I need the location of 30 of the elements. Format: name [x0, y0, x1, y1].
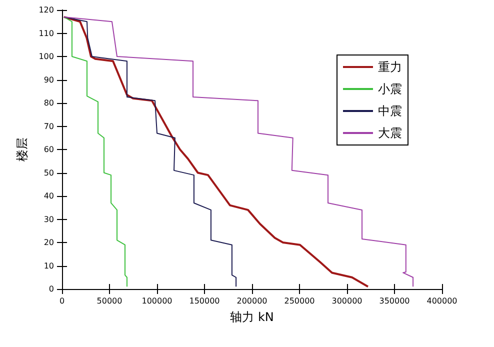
- y-tick-label: 80: [44, 98, 54, 108]
- x-tick-label: 200000: [236, 296, 268, 306]
- x-tick-label: 250000: [284, 296, 315, 306]
- line-series: [63, 16, 237, 288]
- y-tick-label: 100: [38, 52, 54, 61]
- y-tick-label: 20: [44, 238, 54, 247]
- legend-label: 小震: [378, 82, 402, 96]
- x-tick-label: 150000: [189, 296, 220, 306]
- legend-label: 大震: [378, 126, 402, 140]
- y-axis-title: 楼层: [14, 138, 29, 162]
- y-tick-label: 50: [44, 168, 54, 178]
- x-tick-label: 400000: [426, 296, 458, 306]
- x-tick-label: 350000: [379, 296, 410, 306]
- x-tick-label: 50000: [96, 296, 122, 306]
- y-tick-label: 70: [44, 122, 54, 131]
- y-tick-label: 90: [44, 75, 54, 84]
- y-tick-label: 120: [38, 6, 54, 14]
- x-tick-label: 0: [59, 296, 65, 306]
- x-tick-label: 100000: [142, 296, 172, 306]
- y-tick-label: 30: [44, 214, 54, 224]
- y-tick-label: 10: [44, 261, 54, 270]
- x-tick-label: 300000: [332, 296, 362, 306]
- y-tick-label: 0: [48, 284, 54, 294]
- line-series: [63, 16, 128, 288]
- legend-label: 重力: [378, 60, 402, 74]
- y-tick-label: 40: [44, 192, 54, 200]
- x-axis-title: 轴力 kN: [230, 310, 274, 324]
- y-tick-label: 110: [38, 28, 54, 38]
- y-tick-label: 60: [44, 145, 54, 154]
- legend-label: 中震: [378, 104, 402, 118]
